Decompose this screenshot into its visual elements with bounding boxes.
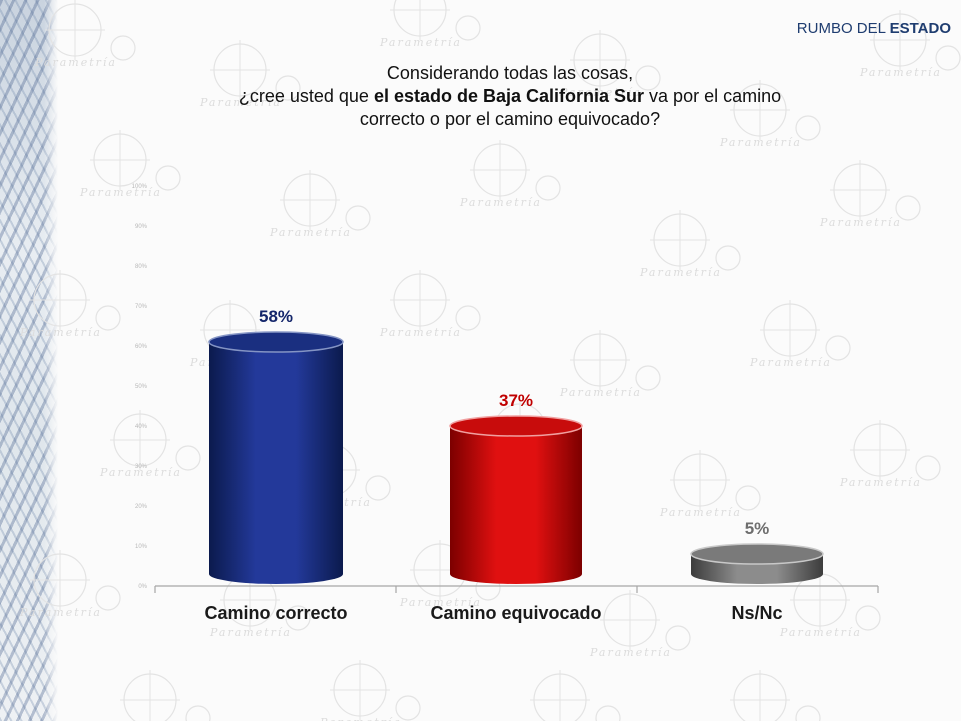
- y-tick-label: 60%: [135, 344, 148, 350]
- watermark-small-circle: [795, 705, 821, 721]
- watermark-text: Parametría: [19, 606, 102, 619]
- y-tick-label: 10%: [135, 544, 148, 550]
- watermark-small-circle: [535, 175, 561, 201]
- y-tick-label: 50%: [135, 384, 148, 390]
- y-tick-label: 30%: [135, 464, 148, 470]
- value-label: 37%: [499, 391, 533, 410]
- watermark-text: Parametría: [379, 36, 462, 49]
- question-line-2-start: ¿cree usted que: [238, 86, 374, 106]
- bar: [208, 331, 344, 584]
- bar-body: [209, 342, 343, 584]
- bar-body: [450, 426, 582, 584]
- question-line-3: correcto o por el camino equivocado?: [359, 109, 661, 129]
- watermark-small-circle: [95, 305, 121, 331]
- bar: [690, 543, 824, 584]
- watermark-text: Parametría: [459, 196, 542, 209]
- watermark-small-circle: [595, 705, 621, 721]
- category-label: Camino equivocado: [430, 603, 601, 623]
- section-title-prefix: RUMBO DEL: [796, 20, 886, 37]
- watermark-text: Parametría: [559, 86, 642, 99]
- watermark-text: Parametría: [589, 646, 672, 659]
- watermark-small-circle: [855, 605, 881, 631]
- watermark-small-circle: [275, 75, 301, 101]
- value-label: 58%: [259, 307, 293, 326]
- watermark-small-circle: [635, 365, 661, 391]
- watermark-text: Parametría: [209, 626, 292, 639]
- watermark-small-circle: [935, 45, 961, 71]
- watermark-small-circle: [155, 165, 181, 191]
- watermark-small-circle: [95, 585, 121, 611]
- watermark-text: Parametría: [639, 266, 722, 279]
- watermark-small-circle: [665, 625, 691, 651]
- watermark-text: Parametría: [779, 626, 862, 639]
- watermark-text: Parametría: [659, 506, 742, 519]
- watermark-small-circle: [825, 335, 851, 361]
- watermark-text: Parametría: [99, 466, 182, 479]
- bar-top: [690, 543, 824, 565]
- y-tick-label: 80%: [135, 264, 148, 270]
- y-tick-label: 70%: [135, 304, 148, 310]
- watermark-small-circle: [635, 65, 661, 91]
- decorative-side-image: [0, 0, 58, 721]
- y-tick-label: 40%: [135, 424, 148, 430]
- y-tick-label: 20%: [135, 504, 148, 510]
- watermark-small-circle: [185, 705, 211, 721]
- watermark-text: Parametría: [79, 186, 162, 199]
- section-title: RUMBO DEL ESTADO: [797, 20, 951, 37]
- watermark-text: Parametría: [319, 716, 402, 721]
- watermark-small-circle: [175, 445, 201, 471]
- watermark-small-circle: [110, 35, 136, 61]
- watermark-text: Parametría: [559, 386, 642, 399]
- watermark-text: Parametría: [819, 216, 902, 229]
- watermark-text: Parametría: [399, 596, 482, 609]
- watermark-small-circle: [345, 205, 371, 231]
- section-title-strong: ESTADO: [889, 20, 951, 37]
- y-tick-label: 90%: [135, 224, 148, 230]
- watermark-text: Parametría: [269, 226, 352, 239]
- watermark-small-circle: [455, 305, 481, 331]
- watermark-text: Parametría: [19, 326, 102, 339]
- question-line-2-end: va por el camino: [644, 86, 782, 106]
- question-line-1: Considerando todas las cosas,: [386, 63, 634, 83]
- watermark-text: Parametría: [749, 356, 832, 369]
- question-line-2-bold: el estado de Baja California Sur: [373, 86, 645, 106]
- watermark-text: Parametría: [839, 476, 922, 489]
- value-label: 5%: [745, 519, 770, 538]
- watermark-text: Parametría: [379, 326, 462, 339]
- bar-top: [208, 331, 344, 353]
- watermark-small-circle: [455, 15, 481, 41]
- watermark-text: Parametría: [719, 136, 802, 149]
- bar-top: [449, 415, 583, 437]
- y-tick-label: 100%: [132, 184, 148, 190]
- y-tick-label: 0%: [138, 584, 147, 590]
- category-label: Camino correcto: [204, 603, 347, 623]
- watermark-small-circle: [365, 475, 391, 501]
- watermark-small-circle: [915, 455, 941, 481]
- question-line-2: ¿cree usted que el estado de Baja Califo…: [200, 85, 820, 108]
- watermark-small-circle: [715, 245, 741, 271]
- watermark-text: Parametría: [859, 66, 942, 79]
- watermark-text: Parametría: [34, 56, 117, 69]
- watermark-text: Parametría: [199, 96, 282, 109]
- watermark-small-circle: [285, 605, 311, 631]
- survey-question: Considerando todas las cosas, ¿cree uste…: [200, 62, 820, 131]
- category-label: Ns/Nc: [731, 603, 782, 623]
- bar: [449, 415, 583, 584]
- watermark-small-circle: [795, 115, 821, 141]
- watermark-small-circle: [735, 485, 761, 511]
- watermark-small-circle: [895, 195, 921, 221]
- watermark-small-circle: [395, 695, 421, 721]
